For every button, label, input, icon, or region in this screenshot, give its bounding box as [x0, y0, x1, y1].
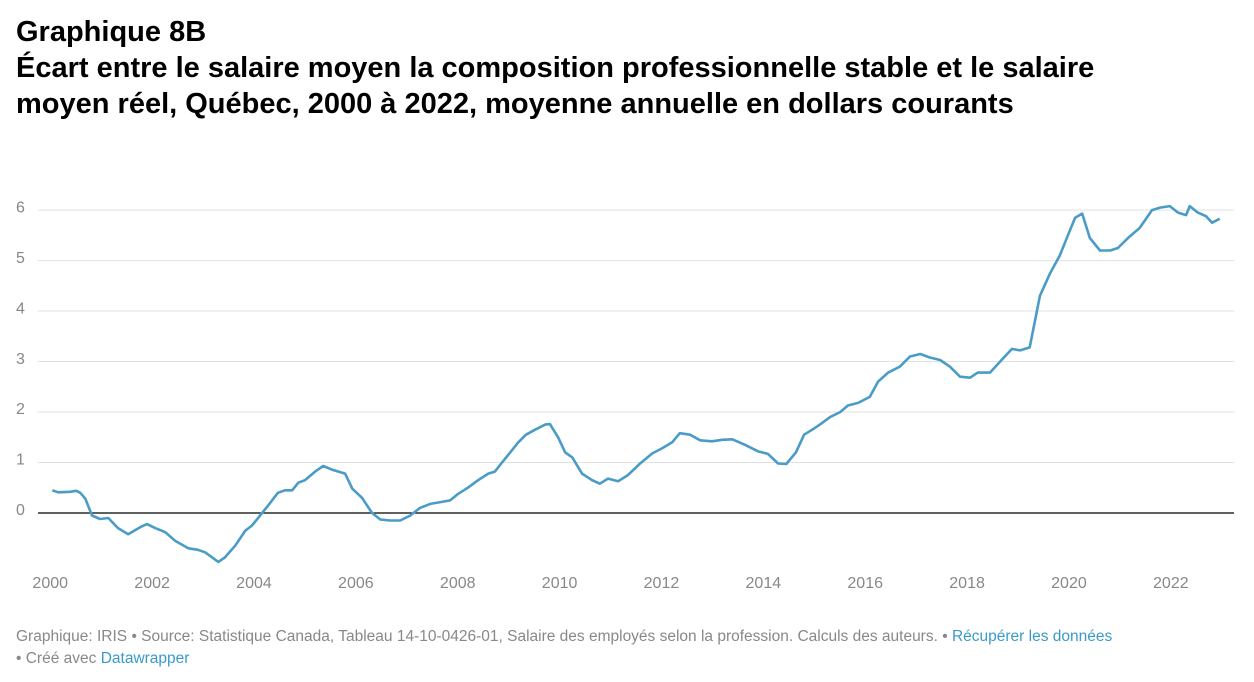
x-tick-label: 2022 [1153, 575, 1189, 592]
download-link[interactable]: Récupérer les données [951, 628, 1113, 645]
x-tick-label: 2002 [134, 575, 170, 592]
data-line [51, 204, 1221, 564]
x-tick-label: 2016 [847, 575, 883, 592]
y-tick-label: 3 [16, 351, 25, 368]
x-tick-label: 2000 [32, 575, 68, 592]
source: Graphique: IRIS • Source: Statistique Ca… [16, 628, 948, 645]
x-tick-label: 2018 [949, 575, 985, 592]
x-tick-label: 2008 [440, 575, 476, 592]
y-tick-label: 6 [16, 199, 25, 216]
y-tick-label: 1 [16, 452, 25, 469]
created-with: • Créé avec [16, 650, 97, 667]
tool-link[interactable]: Datawrapper [100, 650, 190, 667]
x-tick-label: 2020 [1051, 575, 1087, 592]
x-tick-label: 2014 [746, 575, 782, 592]
y-tick-label: 5 [16, 250, 25, 267]
footer: Graphique: IRIS • Source: Statistique Ca… [16, 626, 1241, 670]
header: Graphique 8B Écart entre le salaire moye… [16, 14, 1166, 122]
y-tick-label: 2 [16, 401, 25, 418]
x-tick-label: 2006 [338, 575, 374, 592]
y-tick-label: 4 [16, 300, 25, 317]
y-tick-label: 0 [16, 502, 25, 519]
x-tick-label: 2004 [236, 575, 272, 592]
x-tick-label: 2010 [542, 575, 578, 592]
x-tick-label: 2012 [644, 575, 680, 592]
chart-subtitle: Écart entre le salaire moyen la composit… [16, 52, 1095, 120]
chart: 0 1 2 3 4 5 6 2000 2002 2004 2006 2008 2010 2012 2014 2… [16, 199, 1234, 592]
chart-title: Graphique 8B [16, 16, 207, 48]
